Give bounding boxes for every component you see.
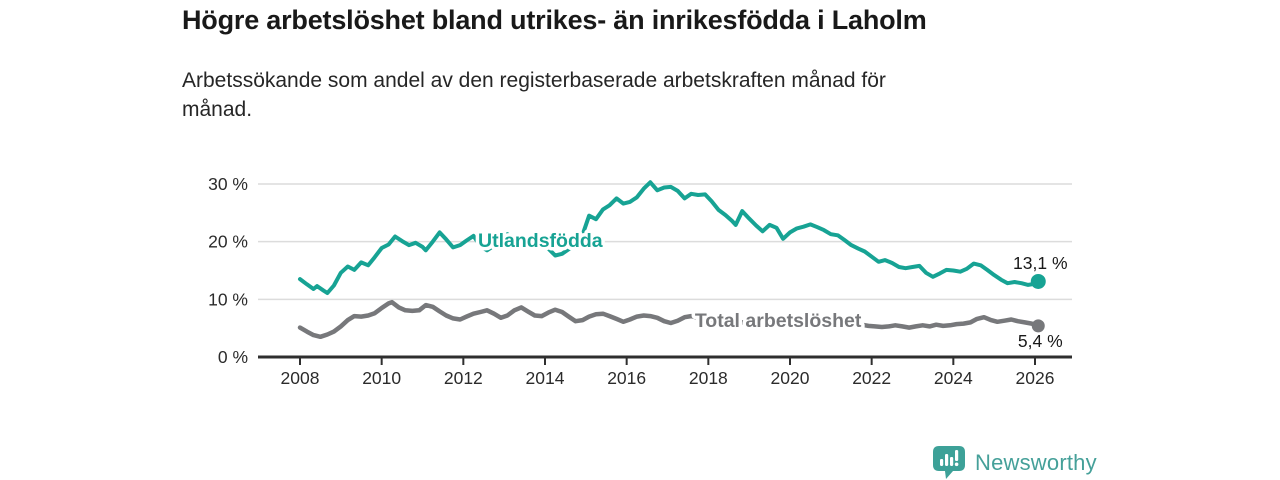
series-label-total: Total arbetslöshet bbox=[695, 310, 862, 332]
y-axis-tick-label: 20 % bbox=[208, 232, 248, 252]
x-axis-tick-label: 2024 bbox=[934, 368, 973, 388]
series-end-value-label: 13,1 % bbox=[1013, 253, 1067, 273]
series-end-dot-total bbox=[1031, 319, 1045, 333]
series-line-total bbox=[297, 299, 1041, 340]
y-axis-tick-label: 30 % bbox=[208, 174, 248, 194]
newsworthy-logo-icon bbox=[933, 446, 965, 479]
brand-name: Newsworthy bbox=[975, 449, 1097, 475]
chart-subtitle: Arbetssökande som andel av den registerb… bbox=[182, 66, 886, 124]
x-axis-tick-label: 2012 bbox=[444, 368, 483, 388]
x-axis-tick-label: 2008 bbox=[281, 368, 320, 388]
x-axis-tick-label: 2020 bbox=[771, 368, 810, 388]
x-axis-tick-label: 2018 bbox=[689, 368, 728, 388]
x-axis-tick-label: 2026 bbox=[1016, 368, 1055, 388]
series-end-value-label: 5,4 % bbox=[1018, 331, 1063, 351]
x-axis-tick-label: 2022 bbox=[852, 368, 891, 388]
x-axis-tick-label: 2016 bbox=[607, 368, 646, 388]
subtitle-line-1: Arbetssökande som andel av den registerb… bbox=[182, 69, 886, 92]
x-axis-tick-label: 2014 bbox=[526, 368, 565, 388]
y-axis-tick-label: 0 % bbox=[218, 347, 248, 367]
series-line-utlandsfodda bbox=[298, 180, 1041, 295]
chart-title: Högre arbetslöshet bland utrikes- än inr… bbox=[182, 5, 927, 35]
subtitle-line-2: månad. bbox=[182, 98, 253, 121]
series-label-utlandsfodda: Utlandsfödda bbox=[478, 230, 603, 252]
series-end-dot-utlandsfodda bbox=[1030, 273, 1046, 289]
brand-footer: Newsworthy bbox=[933, 445, 1097, 480]
y-axis-tick-label: 10 % bbox=[208, 289, 248, 309]
x-axis-tick-label: 2010 bbox=[362, 368, 401, 388]
